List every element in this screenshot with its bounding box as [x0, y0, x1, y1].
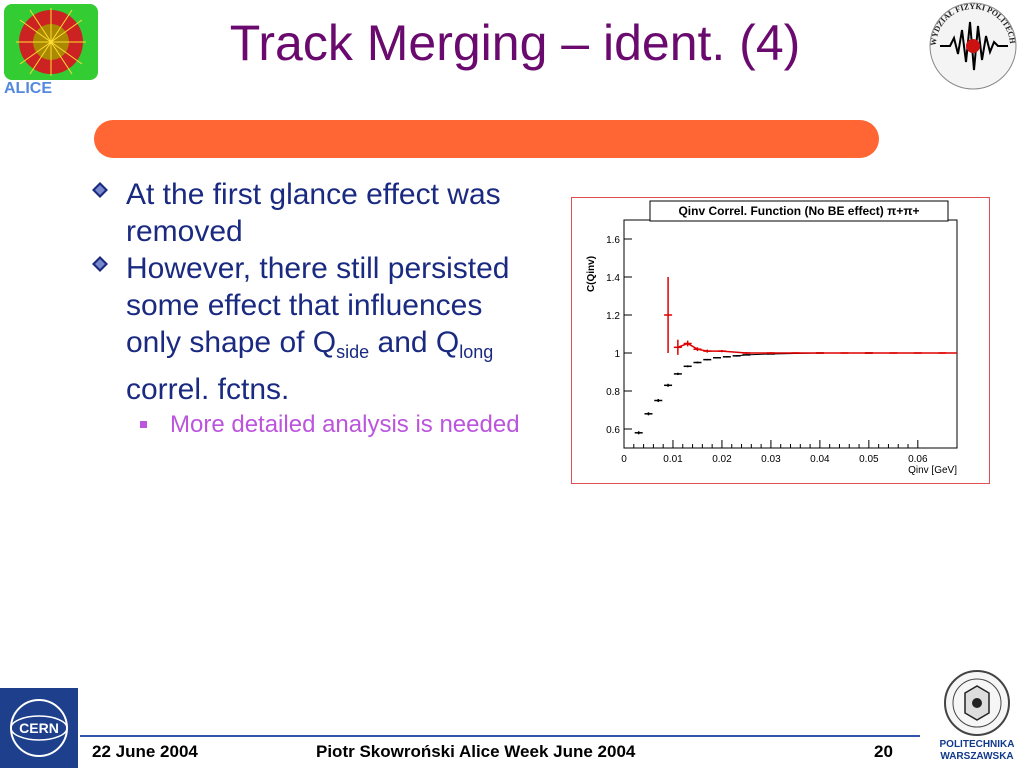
bullet-2-mid: and Q	[369, 326, 460, 359]
bullet-2-post: correl. fctns.	[126, 373, 290, 406]
x-tick-label: 0	[621, 454, 627, 465]
y-tick-label: 1.4	[606, 273, 620, 284]
y-tick-label: 1.6	[606, 235, 620, 246]
subscript-long: long	[459, 342, 494, 362]
cern-logo: CERN	[0, 688, 78, 768]
x-tick-label: 0.03	[761, 454, 781, 465]
diamond-bullet-icon	[92, 256, 108, 272]
orange-title-bar	[94, 120, 879, 158]
x-tick-label: 0.06	[908, 454, 928, 465]
subscript-side: side	[336, 342, 370, 362]
page-number: 20	[874, 742, 893, 761]
y-tick-label: 0.6	[606, 425, 620, 436]
footer-date: 22 June 2004	[92, 742, 198, 761]
x-tick-label: 0.04	[810, 454, 830, 465]
politechnika-logo-text: POLITECHNIKA WARSZAWSKA	[939, 739, 1015, 762]
svg-text:CERN: CERN	[19, 720, 59, 736]
alice-logo: ALICE	[0, 0, 104, 97]
y-axis-label: C(Qinv)	[586, 256, 597, 292]
plot-frame	[623, 219, 958, 449]
bullet-1-text: At the first glance effect was removed	[126, 178, 501, 248]
y-tick-label: 1.2	[606, 311, 620, 322]
square-bullet-icon	[140, 421, 147, 428]
footer-author: Piotr Skowroński Alice Week June 2004	[316, 742, 636, 761]
politechnika-logo	[932, 668, 1022, 768]
bullet-2: However, there still persisted some effe…	[88, 250, 538, 408]
x-tick-label: 0.02	[712, 454, 732, 465]
slide-title: Track Merging – ident. (4)	[229, 15, 801, 71]
x-tick-label: 0.01	[663, 454, 683, 465]
svg-text:ALICE: ALICE	[4, 80, 52, 95]
bullet-1: At the first glance effect was removed	[88, 176, 538, 250]
x-tick-label: 0.05	[859, 454, 879, 465]
sub-bullet-1-text: More detailed analysis is needed	[170, 411, 520, 438]
series-line	[677, 342, 957, 354]
wydzial-fizyki-logo: WYDZIAŁ FIZYKI POLITECHNIKA WARSZAWSKA	[918, 0, 1024, 92]
y-tick-label: 1	[614, 349, 620, 360]
bullet-2-text: However, there still persisted some effe…	[126, 252, 510, 359]
diamond-bullet-icon	[92, 182, 108, 198]
sub-bullet-1: More detailed analysis is needed	[88, 410, 538, 440]
x-axis-label: Qinv [GeV]	[908, 465, 957, 476]
chart-svg: Qinv Correl. Function (No BE effect) π+π…	[586, 200, 958, 476]
bullet-list: At the first glance effect was removed H…	[88, 176, 538, 440]
chart-title: Qinv Correl. Function (No BE effect) π+π…	[678, 204, 919, 218]
chart-title-box	[649, 200, 949, 222]
y-tick-label: 0.8	[606, 387, 620, 398]
footer-divider	[80, 735, 920, 737]
correlation-chart: Qinv Correl. Function (No BE effect) π+π…	[571, 197, 990, 484]
